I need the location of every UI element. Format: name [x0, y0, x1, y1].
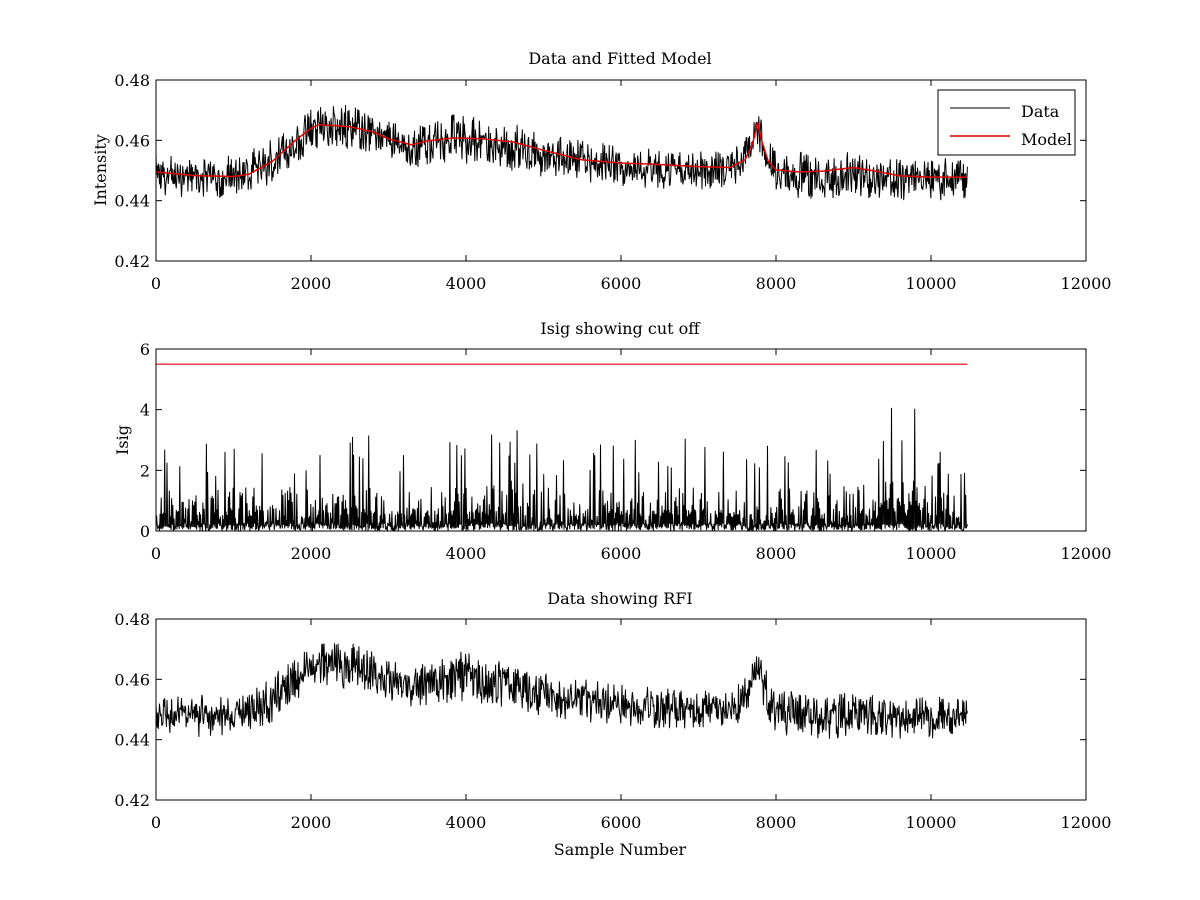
x-tick-label: 10000 — [906, 813, 957, 832]
y-axis-label: Isig — [113, 425, 132, 455]
panel-isig-showing-cut-off: Isig showing cut off Isig 0 2000 4000 6000 8… — [113, 319, 1111, 563]
plot-area — [155, 363, 968, 533]
series-line-model — [155, 122, 968, 178]
y-tick-label: 0 — [140, 522, 150, 541]
series-line-signal — [155, 643, 968, 739]
y-tick-label: 0.42 — [114, 252, 150, 271]
chart-title: Data showing RFI — [547, 589, 692, 608]
chart-title: Isig showing cut off — [540, 319, 701, 338]
legend-label-data: Data — [1021, 102, 1060, 121]
chart-title: Data and Fitted Model — [528, 49, 711, 68]
x-tick-label: 8000 — [756, 813, 797, 832]
series-line-data — [155, 104, 968, 201]
x-tick-label: 10000 — [906, 274, 957, 293]
x-tick-label: 10000 — [906, 544, 957, 563]
y-tick-label: 2 — [140, 461, 150, 480]
plot-area — [155, 104, 968, 201]
panel-data-and-fitted-model: Data and Fitted Model Intensity Data Mod… — [91, 49, 1111, 293]
x-axis-label: Sample Number — [554, 840, 687, 859]
x-tick-label: 0 — [151, 813, 161, 832]
x-tick-label: 8000 — [756, 544, 797, 563]
y-axis-label: Intensity — [91, 134, 110, 206]
plot-area — [155, 643, 968, 739]
legend-box — [937, 89, 1076, 156]
y-tick-label: 0.44 — [114, 192, 150, 211]
x-tick-label: 6000 — [601, 813, 642, 832]
x-tick-label: 4000 — [446, 544, 487, 563]
y-tick-label: 0.48 — [114, 610, 150, 629]
x-tick-label: 2000 — [291, 274, 332, 293]
y-tick-label: 0.42 — [114, 791, 150, 810]
x-tick-label: 0 — [151, 274, 161, 293]
x-tick-label: 4000 — [446, 274, 487, 293]
x-tick-label: 2000 — [291, 813, 332, 832]
legend: Data Model — [937, 89, 1076, 156]
x-tick-label: 0 — [151, 544, 161, 563]
x-tick-label: 12000 — [1061, 274, 1112, 293]
series-line-signal — [155, 407, 968, 533]
y-tick-label: 4 — [140, 401, 150, 420]
x-tick-label: 4000 — [446, 813, 487, 832]
x-tick-label: 12000 — [1061, 544, 1112, 563]
x-tick-label: 6000 — [601, 274, 642, 293]
legend-label-model: Model — [1021, 130, 1072, 149]
x-tick-label: 2000 — [291, 544, 332, 563]
x-tick-label: 6000 — [601, 544, 642, 563]
y-tick-label: 0.44 — [114, 731, 150, 750]
y-tick-label: 0.46 — [114, 670, 150, 689]
x-tick-label: 8000 — [756, 274, 797, 293]
y-tick-label: 6 — [140, 340, 150, 359]
y-tick-label: 0.48 — [114, 71, 150, 90]
panel-data-showing-rfi: Data showing RFI Sample Number 0 2000 4000… — [114, 589, 1111, 859]
y-tick-label: 0.46 — [114, 131, 150, 150]
x-tick-label: 12000 — [1061, 813, 1112, 832]
